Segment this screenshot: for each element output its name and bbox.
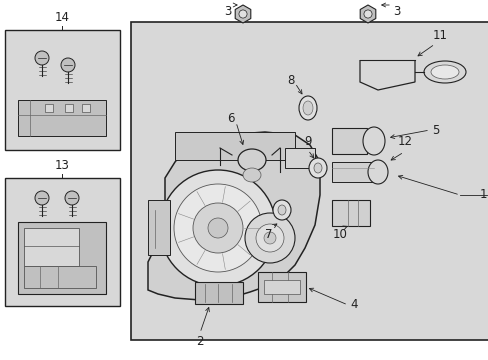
Bar <box>285 148 314 168</box>
Circle shape <box>264 232 275 244</box>
Text: 9: 9 <box>304 135 311 148</box>
Ellipse shape <box>423 61 465 83</box>
Bar <box>18 222 106 294</box>
Text: 8: 8 <box>287 73 294 86</box>
Bar <box>331 162 373 182</box>
Text: 6: 6 <box>227 112 235 125</box>
Ellipse shape <box>362 127 384 155</box>
Ellipse shape <box>272 200 290 220</box>
Text: 13: 13 <box>55 159 69 172</box>
Bar <box>82 104 90 112</box>
Ellipse shape <box>243 168 261 182</box>
Bar <box>148 200 170 255</box>
Circle shape <box>65 191 79 205</box>
Text: 7: 7 <box>264 228 271 241</box>
Text: 11: 11 <box>431 29 447 42</box>
Bar <box>45 104 53 112</box>
Bar <box>5 30 120 150</box>
Bar <box>24 266 96 288</box>
Text: 14: 14 <box>54 11 69 24</box>
Bar <box>131 22 488 340</box>
Text: 3: 3 <box>392 5 400 18</box>
Ellipse shape <box>238 149 265 171</box>
Bar <box>331 200 369 226</box>
Circle shape <box>193 203 243 253</box>
Bar <box>195 282 243 304</box>
Bar <box>18 100 106 136</box>
Text: 10: 10 <box>332 228 347 241</box>
Ellipse shape <box>430 65 458 79</box>
Text: 3: 3 <box>224 5 231 18</box>
Text: 1: 1 <box>479 189 486 202</box>
Bar <box>264 280 299 294</box>
Text: 4: 4 <box>349 298 357 311</box>
Circle shape <box>35 191 49 205</box>
Circle shape <box>160 170 275 286</box>
Circle shape <box>207 218 227 238</box>
Ellipse shape <box>298 96 316 120</box>
Polygon shape <box>235 5 250 23</box>
Bar <box>65 104 73 112</box>
Text: 12: 12 <box>397 135 412 148</box>
Ellipse shape <box>308 158 326 178</box>
Circle shape <box>239 10 246 18</box>
Circle shape <box>35 51 49 65</box>
Bar <box>331 128 366 154</box>
Circle shape <box>256 224 284 252</box>
Circle shape <box>363 10 371 18</box>
Bar <box>5 178 120 306</box>
Ellipse shape <box>313 163 321 173</box>
Ellipse shape <box>303 101 312 115</box>
Ellipse shape <box>278 205 285 215</box>
Circle shape <box>174 184 262 272</box>
Text: 5: 5 <box>431 123 439 136</box>
Polygon shape <box>360 5 375 23</box>
Text: 2: 2 <box>196 335 203 348</box>
Polygon shape <box>148 132 319 300</box>
Ellipse shape <box>367 160 387 184</box>
Bar <box>258 272 305 302</box>
Bar <box>175 132 294 160</box>
Circle shape <box>61 58 75 72</box>
Polygon shape <box>359 60 414 90</box>
Circle shape <box>244 213 294 263</box>
Bar <box>24 228 79 266</box>
